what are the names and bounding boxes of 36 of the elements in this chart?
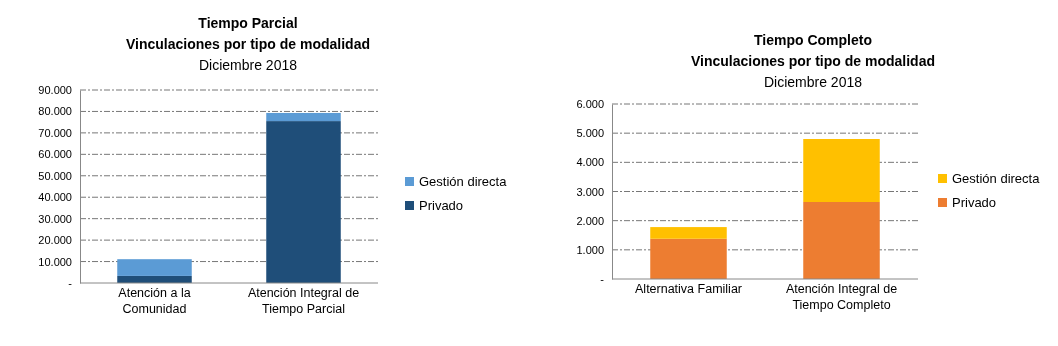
y-tick-label: - (600, 273, 605, 286)
y-tick-label: 50.000 (38, 169, 72, 182)
bar (803, 139, 880, 202)
y-tick-label: 30.000 (38, 212, 72, 225)
y-tick-label: 90.000 (38, 84, 72, 97)
chart-title: Tiempo Parcial Vinculaciones por tipo de modalidad (125, 15, 371, 52)
bar (117, 259, 192, 276)
x-tick-label: Alternativa Familiar (635, 282, 742, 296)
x-tick-label: Atención Integral de Tiempo Parcial (247, 286, 360, 316)
x-tick-label: Atención Integral de Tiempo Completo (785, 282, 898, 312)
y-tick-label: 70.000 (38, 126, 72, 139)
y-tick-label: 2.000 (576, 214, 604, 227)
bar (266, 112, 341, 122)
legend-label: Gestión directa (952, 171, 1041, 186)
y-tick-label: 6.000 (576, 98, 604, 111)
bar (266, 121, 341, 283)
y-tick-label: 80.000 (38, 105, 72, 118)
chart-subtitle: Diciembre 2018 (198, 57, 298, 73)
bar (803, 202, 880, 279)
y-tick-label: 5.000 (576, 127, 604, 140)
legend-label: Gestión directa (419, 174, 508, 189)
y-tick-label: 10.000 (38, 255, 72, 268)
bar (650, 238, 727, 279)
y-tick-label: 3.000 (576, 185, 604, 198)
legend-label: Privado (952, 195, 997, 210)
x-tick-label: Atención a la Comunidad (118, 286, 191, 316)
y-tick-label: 60.000 (38, 148, 72, 161)
y-tick-label: - (68, 277, 73, 290)
y-tick-label: 40.000 (38, 191, 72, 204)
y-tick-label: 4.000 (576, 156, 604, 169)
bar (650, 227, 727, 239)
chart-title: Tiempo Completo Vinculaciones por tipo de modalidad (690, 32, 936, 69)
y-tick-label: 20.000 (38, 234, 72, 247)
y-tick-label: 1.000 (576, 243, 604, 256)
legend-label: Privado (419, 198, 464, 213)
chart-subtitle: Diciembre 2018 (763, 74, 863, 90)
